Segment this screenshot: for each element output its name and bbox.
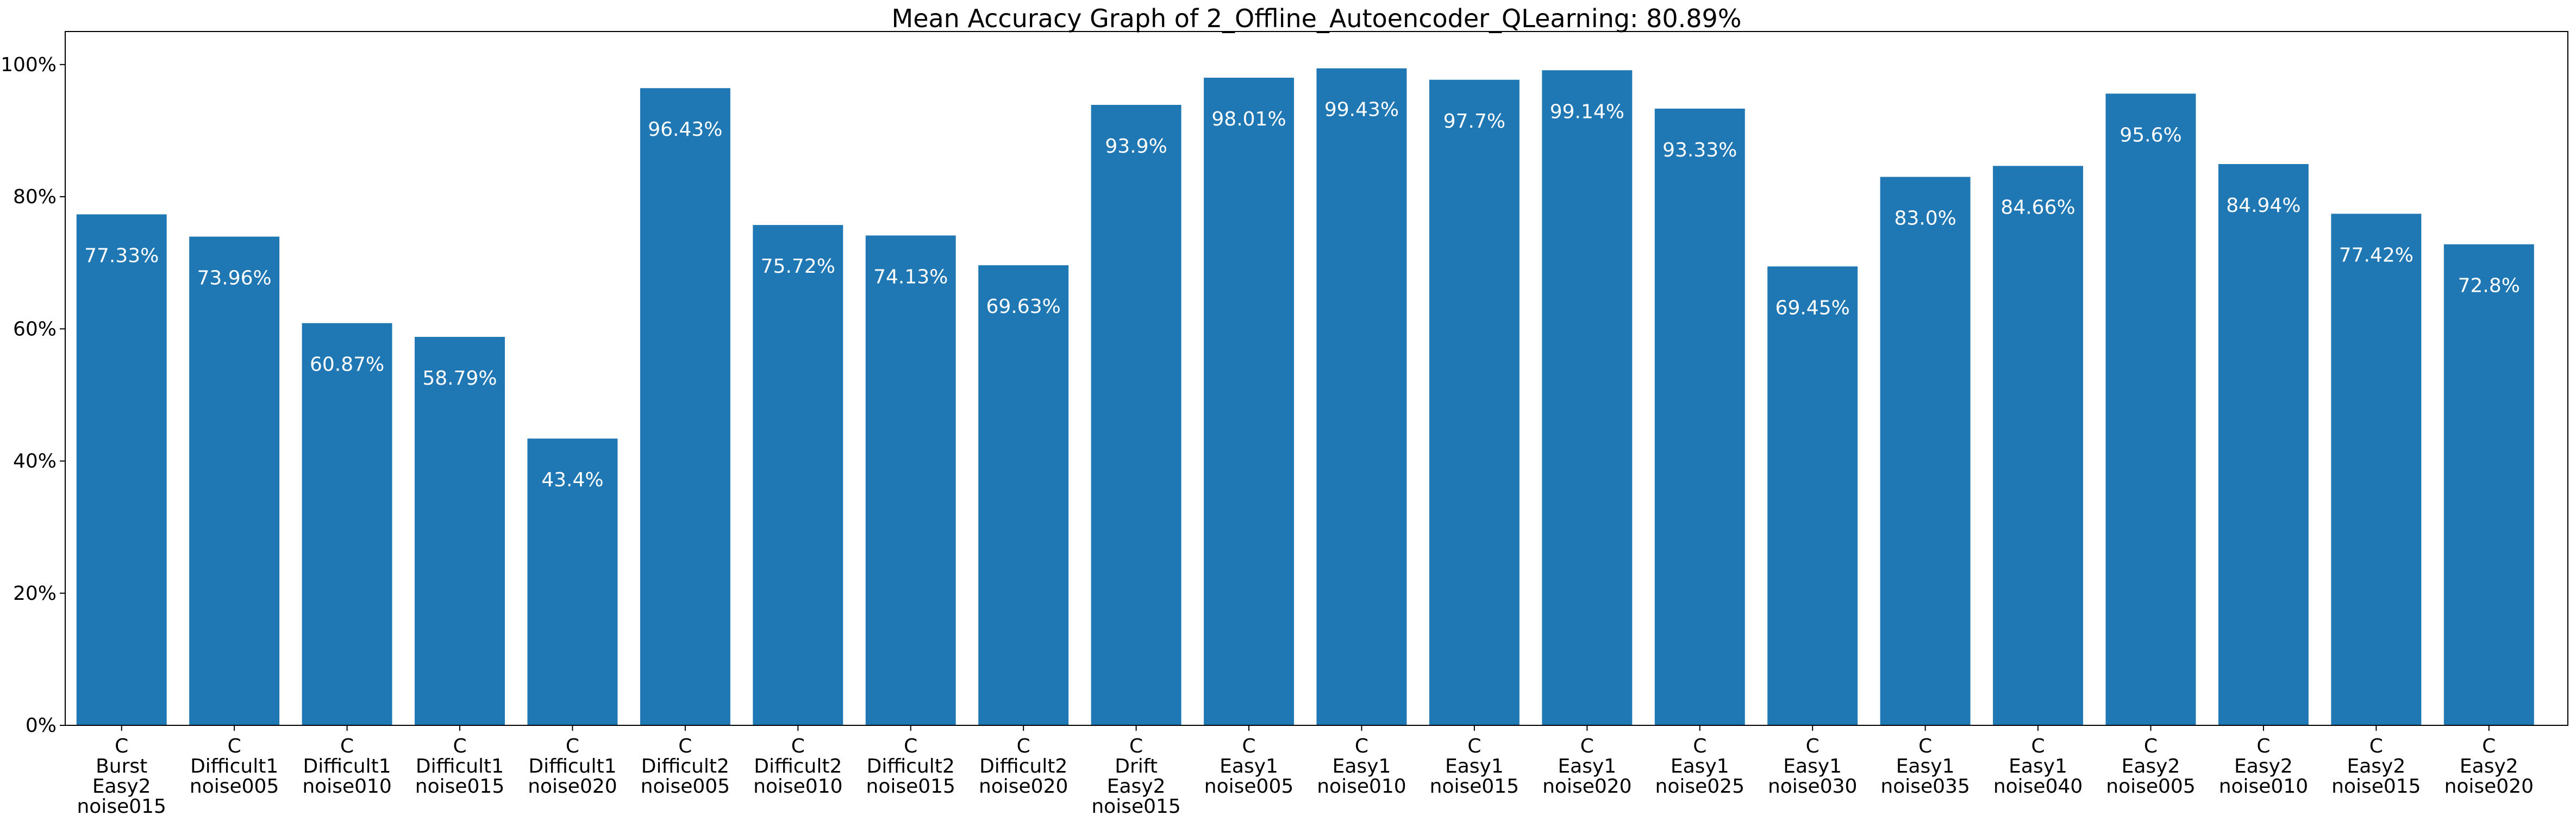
bar (2331, 214, 2422, 726)
bar (189, 236, 280, 726)
x-tick-label: C Difficult1 noise010 (302, 735, 391, 798)
bar (1654, 108, 1745, 725)
bar-value-label: 69.45% (1775, 297, 1850, 319)
x-tick-label: C Easy2 noise005 (2106, 735, 2195, 798)
x-tick-label: C Easy1 noise020 (1542, 735, 1631, 798)
x-tick-label: C Easy1 noise035 (1880, 735, 1969, 798)
bar (1204, 78, 1295, 725)
bar (2105, 93, 2196, 725)
bar (1767, 266, 1858, 725)
bar-value-label: 99.43% (1324, 99, 1399, 121)
bar (1316, 68, 1407, 725)
bar (1993, 166, 2084, 725)
bar-value-label: 74.13% (873, 266, 948, 288)
x-tick-label: C Easy1 noise010 (1317, 735, 1406, 798)
x-tick-label: C Difficult1 noise020 (528, 735, 617, 798)
y-tick-label: 0% (26, 714, 57, 737)
bar (1542, 70, 1633, 725)
bar-value-label: 77.42% (2339, 244, 2414, 266)
y-axis: 0% 20% 40% 60% 80% 100% (1, 54, 65, 737)
bars-group (76, 68, 2534, 726)
x-tick-label: C Easy2 noise015 (2331, 735, 2421, 798)
bar (1091, 104, 1181, 725)
bar-value-label: 43.4% (541, 469, 603, 491)
x-tick-label: C Easy1 noise030 (1768, 735, 1857, 798)
x-axis: C Burst Easy2 noise015 C Difficult1 noise005 C D… (77, 725, 2534, 815)
bar-value-label: 95.6% (2119, 124, 2181, 146)
bar (2443, 244, 2534, 725)
bar (2218, 164, 2309, 726)
x-tick-label: C Difficult2 noise010 (753, 735, 842, 798)
plot-frame (65, 31, 2568, 726)
x-tick-label: C Easy1 noise015 (1430, 735, 1519, 798)
bar (978, 265, 1069, 725)
x-tick-label: C Easy2 noise020 (2444, 735, 2534, 798)
x-tick-label: C Drift Easy2 noise015 (1091, 735, 1180, 815)
y-tick-label: 60% (13, 318, 57, 340)
bar-value-label: 72.8% (2458, 275, 2520, 297)
y-tick-label: 40% (13, 450, 57, 473)
x-tick-label: C Easy1 noise025 (1655, 735, 1745, 798)
x-tick-label: C Difficult2 noise005 (641, 735, 730, 798)
bar-value-label: 84.66% (2000, 196, 2075, 218)
y-tick-label: 100% (1, 54, 57, 76)
bar-value-label: 93.9% (1105, 135, 1167, 158)
bar-value-label: 75.72% (761, 255, 835, 278)
bar-value-label: 96.43% (648, 118, 722, 141)
y-tick-label: 20% (13, 582, 57, 605)
bar (1429, 79, 1520, 726)
bar (753, 225, 843, 725)
bar-value-label: 73.96% (197, 267, 272, 290)
y-tick-label: 80% (13, 186, 57, 208)
bar (640, 88, 730, 725)
x-tick-label: C Difficult2 noise020 (979, 735, 1068, 798)
bar (415, 337, 505, 725)
bar-value-label: 93.33% (1662, 139, 1737, 161)
bar (865, 235, 956, 725)
bar-value-label: 77.33% (84, 245, 159, 267)
x-tick-label: C Burst Easy2 noise015 (77, 735, 166, 815)
x-tick-label: C Easy1 noise005 (1204, 735, 1293, 798)
bar-value-label: 98.01% (1211, 108, 1286, 130)
bar-value-label: 84.94% (2226, 195, 2300, 217)
bar-value-label: 83.0% (1894, 208, 1956, 230)
x-tick-label: C Difficult1 noise005 (190, 735, 279, 798)
bar (302, 323, 392, 725)
bar-value-label: 58.79% (422, 367, 497, 390)
bar-value-label: 97.7% (1443, 110, 1505, 133)
bar (527, 438, 618, 725)
bar (1880, 177, 1971, 725)
x-tick-label: C Easy2 noise010 (2219, 735, 2308, 798)
chart-title: Mean Accuracy Graph of 2_Offline_Autoenc… (892, 4, 1742, 33)
bar-value-labels: 77.33% 73.96% 60.87% 58.79% 43.4% 96.43% 75.72… (84, 99, 2520, 491)
bar-value-label: 60.87% (310, 354, 384, 376)
bar (76, 214, 167, 725)
bar-value-label: 69.63% (986, 296, 1061, 318)
x-tick-label: C Difficult1 noise015 (415, 735, 504, 798)
bar-value-label: 99.14% (1550, 101, 1624, 123)
x-tick-label: C Easy1 noise040 (1993, 735, 2083, 798)
x-tick-label: C Difficult2 noise015 (866, 735, 955, 798)
